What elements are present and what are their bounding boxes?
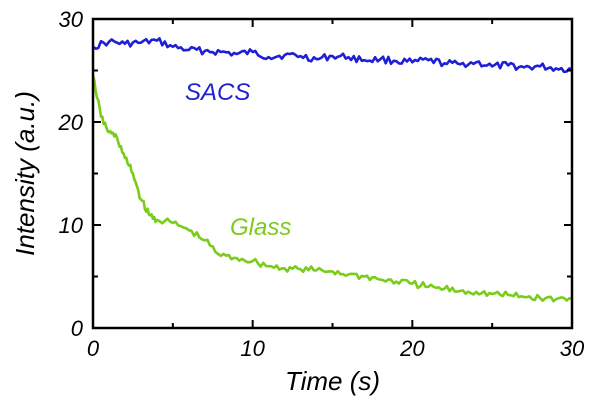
series-line-sacs bbox=[92, 37, 573, 74]
axes bbox=[91, 17, 574, 330]
y-tick-label: 30 bbox=[59, 7, 84, 32]
plot-area bbox=[91, 37, 573, 303]
x-tick-label: 10 bbox=[240, 336, 265, 361]
y-tick-label: 0 bbox=[71, 316, 84, 341]
x-tick-label: 0 bbox=[87, 336, 100, 361]
series-line-glass bbox=[91, 75, 573, 303]
series-label-sacs: SACS bbox=[185, 79, 250, 106]
series-label-glass: Glass bbox=[230, 214, 291, 241]
y-tick-label: 20 bbox=[58, 110, 84, 135]
y-axis-title: Intensity (a.u.) bbox=[10, 91, 40, 256]
x-tick-label: 30 bbox=[560, 336, 585, 361]
y-tick-label: 10 bbox=[59, 213, 84, 238]
chart-labels: 0 10 20 30 0 10 20 30 Time (s) Intensity (a.u.) SA… bbox=[10, 7, 585, 396]
x-axis-title: Time (s) bbox=[285, 366, 380, 396]
x-tick-label: 20 bbox=[399, 336, 425, 361]
